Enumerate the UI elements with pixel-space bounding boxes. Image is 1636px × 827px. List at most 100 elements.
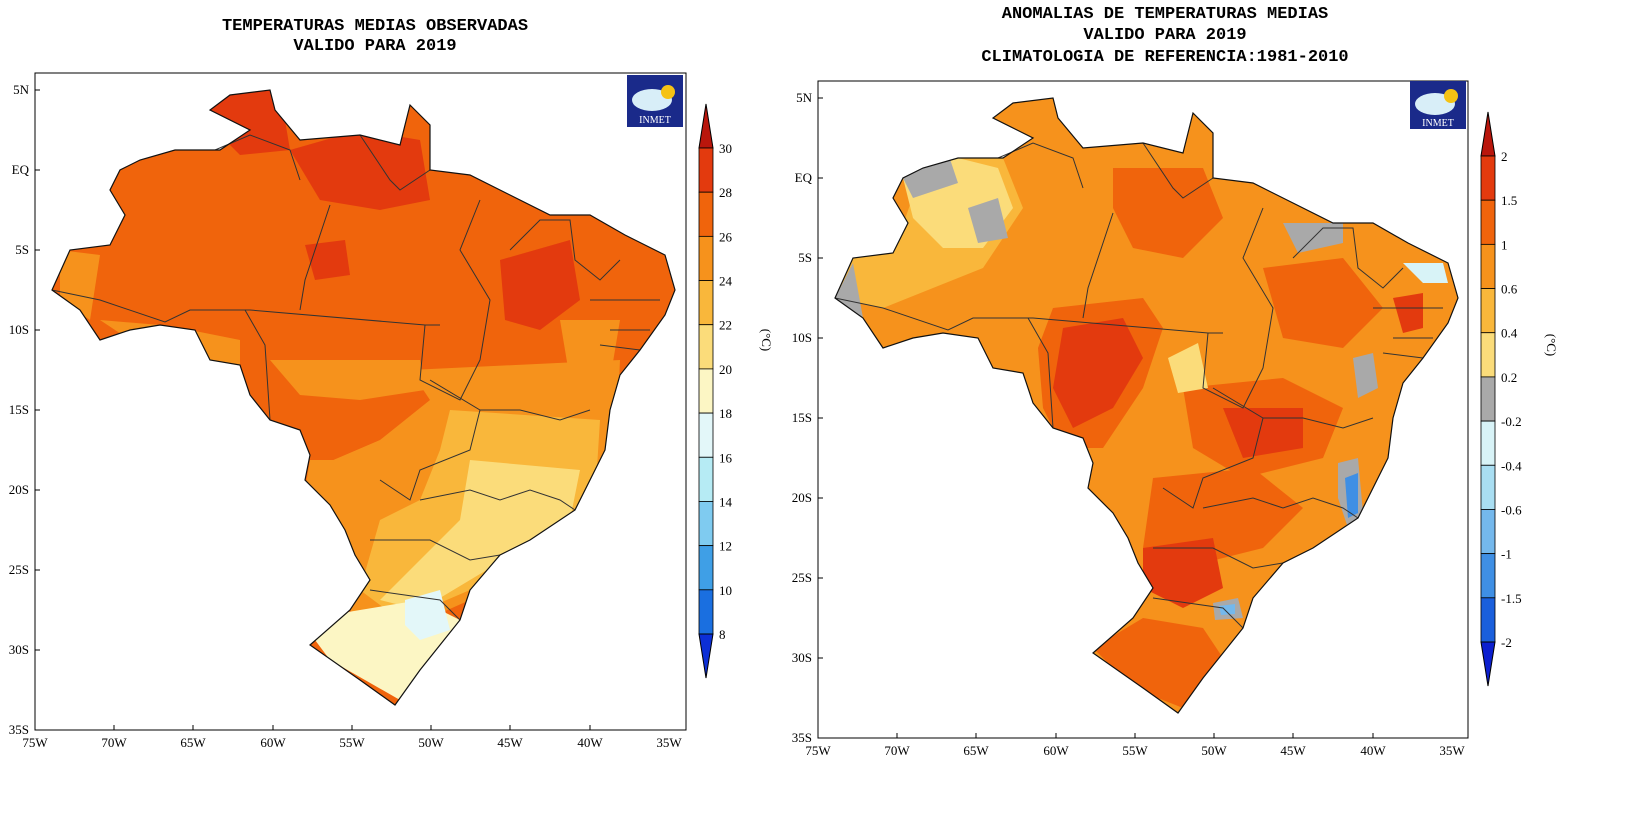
right-x-tick: 35W	[1439, 743, 1465, 758]
right-colorbar-segment	[1480, 420, 1496, 466]
left-title-line1: TEMPERATURAS MEDIAS OBSERVADAS	[221, 17, 529, 36]
right-units-label: (°C)	[1544, 334, 1559, 357]
right-x-tick: 40W	[1360, 743, 1386, 758]
left-colorbar-segment	[698, 589, 714, 635]
left-colorbar-label: 14	[719, 494, 733, 509]
right-map-panel: INMET 5N EQ 5S 10S 15S 20S 25S 30S 35S 7…	[792, 80, 1559, 758]
right-x-tick: 75W	[805, 743, 831, 758]
right-colorbar-label: 0.4	[1501, 326, 1518, 341]
right-x-tick: 65W	[963, 743, 989, 758]
left-x-tick: 35W	[656, 735, 682, 750]
left-colorbar: 30 28 26 24 22 20 18 16 14 12 10 8	[698, 103, 733, 679]
left-colorbar-label: 10	[719, 583, 732, 598]
right-state-borders	[834, 142, 1443, 629]
right-y-tick: 25S	[792, 570, 812, 585]
right-sun-icon	[1444, 89, 1458, 103]
left-colorbar-label: 8	[719, 627, 726, 642]
right-x-tick: 60W	[1043, 743, 1069, 758]
right-x-tick: 50W	[1201, 743, 1227, 758]
right-colorbar-label: -0.4	[1501, 458, 1522, 473]
right-title-line1: ANOMALIAS DE TEMPERATURAS MEDIAS	[1001, 5, 1329, 24]
right-colorbar-min-arrow	[1480, 641, 1496, 687]
left-colorbar-label: 28	[719, 185, 732, 200]
right-y-tick: 5N	[796, 90, 813, 105]
right-x-tick: 70W	[884, 743, 910, 758]
right-country-outline	[834, 97, 1459, 714]
right-colorbar-label: 0.2	[1501, 370, 1517, 385]
left-y-tick: 30S	[9, 642, 29, 657]
right-y-tick: 5S	[798, 250, 812, 265]
left-y-tick: 20S	[9, 482, 29, 497]
left-y-tick: 5S	[15, 242, 29, 257]
left-y-axis: 5N EQ 5S 10S 15S 20S 25S 30S 35S	[9, 82, 40, 737]
left-y-tick: 10S	[9, 322, 29, 337]
right-colorbar-label: -2	[1501, 635, 1512, 650]
right-colorbar-label: -0.2	[1501, 414, 1522, 429]
left-colorbar-segment	[698, 368, 714, 414]
right-colorbar-label: -1	[1501, 547, 1512, 562]
left-colorbar-label: 24	[719, 274, 733, 289]
left-x-tick: 75W	[22, 735, 48, 750]
left-title-line2: VALIDO PARA 2019	[293, 37, 457, 56]
right-colorbar-label: 2	[1501, 149, 1508, 164]
left-colorbar-segment	[698, 235, 714, 281]
right-y-tick: 15S	[792, 410, 812, 425]
right-colorbar-segment	[1480, 155, 1496, 201]
right-x-tick: 55W	[1122, 743, 1148, 758]
left-logo-text: INMET	[639, 115, 671, 126]
left-colorbar-segment	[698, 191, 714, 237]
right-colorbar-segment	[1480, 376, 1496, 422]
left-x-tick: 65W	[180, 735, 206, 750]
left-colorbar-segment	[698, 456, 714, 502]
left-colorbar-segment	[698, 280, 714, 326]
right-y-tick: 35S	[792, 730, 812, 745]
right-logo-text: INMET	[1422, 118, 1454, 129]
right-y-tick: EQ	[795, 170, 813, 185]
left-state-borders	[51, 134, 660, 621]
left-x-axis: 75W 70W 65W 60W 55W 50W 45W 40W 35W	[22, 725, 682, 750]
right-colorbar-label: -0.6	[1501, 502, 1522, 517]
left-colorbar-min-arrow	[698, 633, 714, 679]
right-x-axis: 75W 70W 65W 60W 55W 50W 45W 40W 35W	[805, 733, 1465, 758]
left-x-tick: 50W	[418, 735, 444, 750]
left-x-tick: 60W	[260, 735, 286, 750]
left-x-tick: 45W	[497, 735, 523, 750]
left-y-tick: 5N	[13, 82, 30, 97]
left-colorbar-label: 12	[719, 539, 732, 554]
right-y-tick: 20S	[792, 490, 812, 505]
right-colorbar-segment	[1480, 464, 1496, 510]
right-colorbar-segment	[1480, 509, 1496, 555]
left-colorbar-segment	[698, 501, 714, 547]
right-colorbar-segment	[1480, 243, 1496, 289]
left-colorbar-segment	[698, 147, 714, 193]
left-map-panel: INMET 5N EQ 5S 10S 15S 20S 25S 30S 35S 7…	[9, 72, 774, 750]
right-colorbar-max-arrow	[1480, 111, 1496, 157]
left-sun-icon	[661, 85, 675, 99]
right-title-line2: VALIDO PARA 2019	[1083, 26, 1247, 45]
left-colorbar-label: 22	[719, 318, 732, 333]
left-colorbar-max-arrow	[698, 103, 714, 149]
right-colorbar-label: 1.5	[1501, 193, 1517, 208]
right-colorbar-label: 1	[1501, 237, 1508, 252]
left-y-tick: 25S	[9, 562, 29, 577]
left-colorbar-segment	[698, 412, 714, 458]
right-colorbar-label: 0.6	[1501, 282, 1518, 297]
left-units-label: (°C)	[759, 329, 774, 352]
right-x-tick: 45W	[1280, 743, 1306, 758]
left-inmet-logo: INMET	[627, 75, 683, 127]
right-y-axis: 5N EQ 5S 10S 15S 20S 25S 30S 35S	[792, 90, 823, 745]
right-colorbar-segment	[1480, 199, 1496, 245]
left-x-tick: 40W	[577, 735, 603, 750]
left-y-tick: 15S	[9, 402, 29, 417]
right-title-line3: CLIMATOLOGIA DE REFERENCIA:1981-2010	[981, 48, 1349, 67]
left-y-tick: 35S	[9, 722, 29, 737]
left-x-tick: 70W	[101, 735, 127, 750]
left-colorbar-label: 26	[719, 229, 733, 244]
right-y-tick: 30S	[792, 650, 812, 665]
right-colorbar-segment	[1480, 553, 1496, 599]
left-colorbar-label: 16	[719, 450, 733, 465]
left-colorbar-segment	[698, 324, 714, 370]
right-y-tick: 10S	[792, 330, 812, 345]
right-colorbar-segment	[1480, 332, 1496, 378]
